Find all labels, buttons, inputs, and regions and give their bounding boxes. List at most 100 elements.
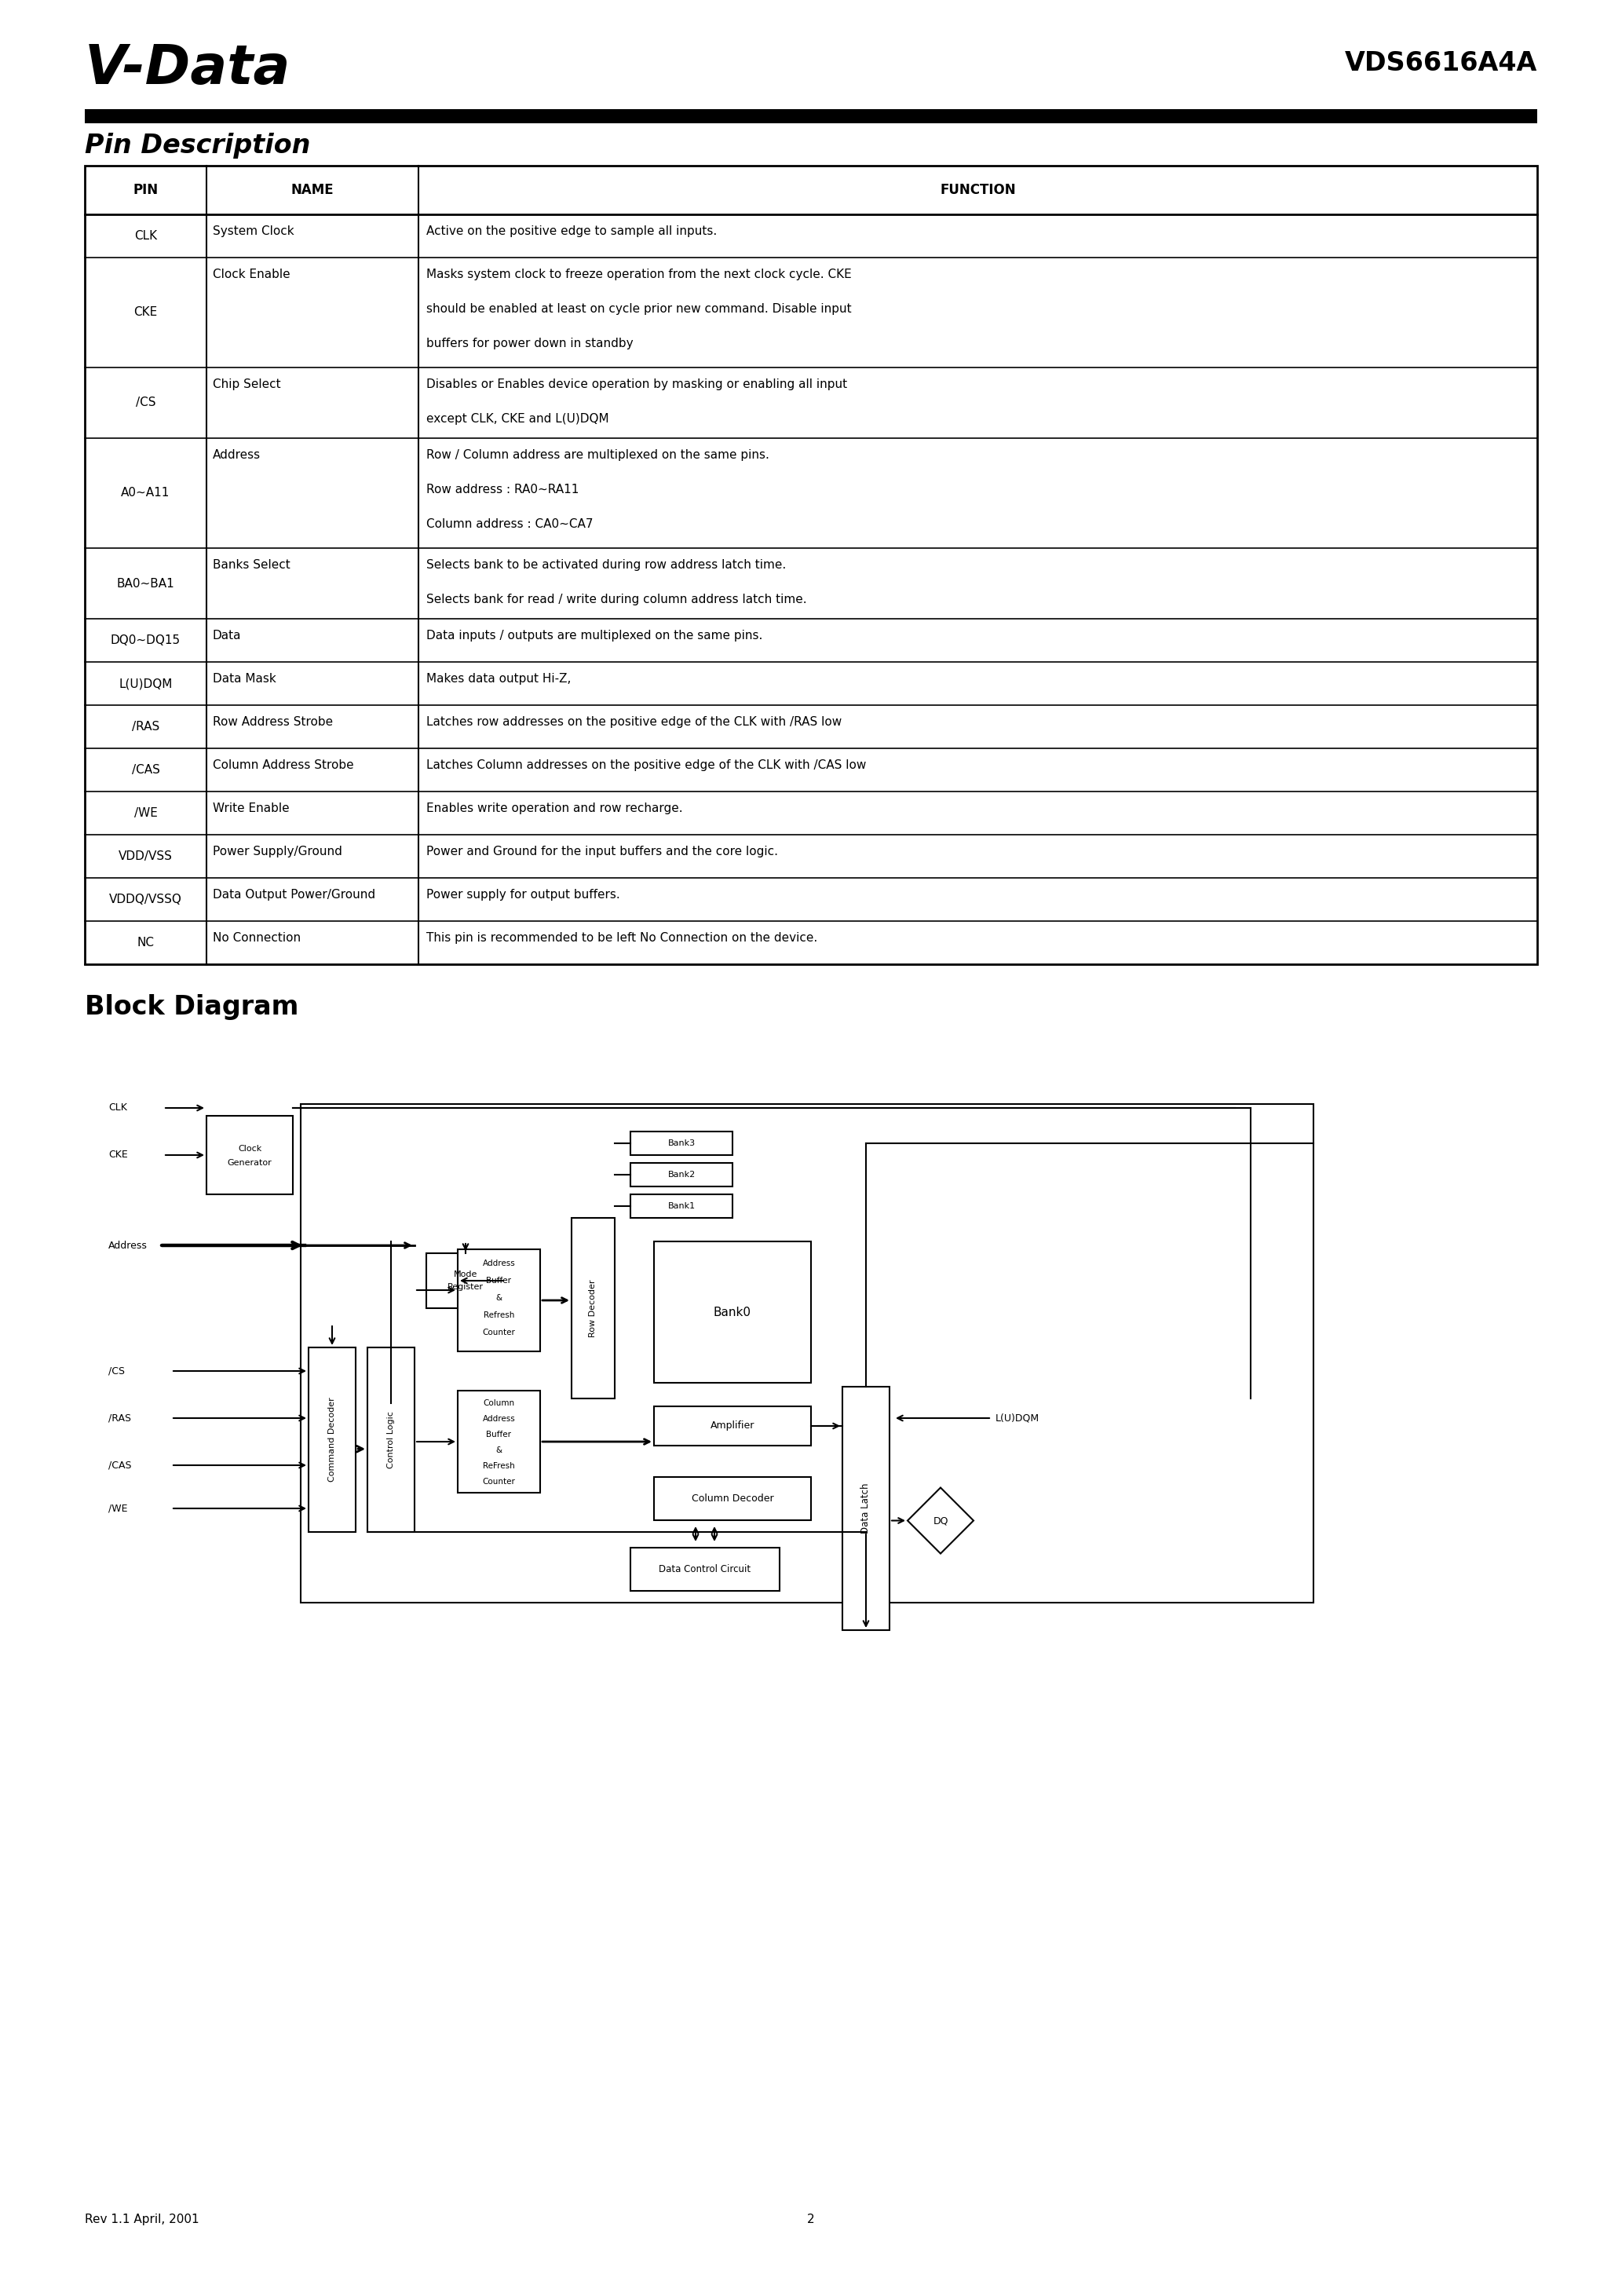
- Text: Makes data output Hi-Z,: Makes data output Hi-Z,: [427, 673, 571, 684]
- Text: Active on the positive edge to sample all inputs.: Active on the positive edge to sample al…: [427, 225, 717, 236]
- Bar: [206, 1116, 294, 1194]
- Bar: [427, 1254, 504, 1309]
- Bar: [631, 1162, 733, 1187]
- Text: L(U)DQM: L(U)DQM: [118, 677, 172, 689]
- Text: &: &: [496, 1446, 503, 1453]
- Text: Block Diagram: Block Diagram: [84, 994, 298, 1019]
- Bar: [631, 1548, 780, 1591]
- Text: Bank3: Bank3: [668, 1139, 696, 1148]
- Text: Data: Data: [212, 629, 242, 641]
- Bar: [654, 1476, 811, 1520]
- Bar: [457, 1249, 540, 1352]
- Bar: [571, 1217, 615, 1398]
- Text: /RAS: /RAS: [109, 1412, 131, 1424]
- Bar: [84, 110, 1538, 124]
- Text: /WE: /WE: [109, 1504, 128, 1513]
- Text: Power supply for output buffers.: Power supply for output buffers.: [427, 889, 620, 900]
- Text: should be enabled at least on cycle prior new command. Disable input: should be enabled at least on cycle prio…: [427, 303, 852, 315]
- Text: Column Address Strobe: Column Address Strobe: [212, 760, 354, 771]
- Text: Banks Select: Banks Select: [212, 560, 290, 572]
- Text: /RAS: /RAS: [131, 721, 159, 732]
- Text: Clock Enable: Clock Enable: [212, 269, 290, 280]
- Text: Column: Column: [483, 1398, 514, 1407]
- Text: /CS: /CS: [109, 1366, 125, 1375]
- Text: Data Control Circuit: Data Control Circuit: [659, 1564, 751, 1575]
- Text: except CLK, CKE and L(U)DQM: except CLK, CKE and L(U)DQM: [427, 413, 608, 425]
- Text: DQ: DQ: [933, 1515, 949, 1527]
- Text: Masks system clock to freeze operation from the next clock cycle. CKE: Masks system clock to freeze operation f…: [427, 269, 852, 280]
- Text: Selects bank for read / write during column address latch time.: Selects bank for read / write during col…: [427, 595, 806, 606]
- Text: Enables write operation and row recharge.: Enables write operation and row recharge…: [427, 804, 683, 815]
- Bar: [368, 1348, 415, 1531]
- Text: L(U)DQM: L(U)DQM: [996, 1412, 1040, 1424]
- Text: /CS: /CS: [136, 397, 156, 409]
- Text: NC: NC: [136, 937, 154, 948]
- Text: CKE: CKE: [133, 308, 157, 319]
- Text: Counter: Counter: [482, 1479, 516, 1486]
- Text: Data Mask: Data Mask: [212, 673, 276, 684]
- Text: Address: Address: [109, 1240, 148, 1251]
- Text: 2: 2: [808, 2213, 814, 2225]
- Text: Power Supply/Ground: Power Supply/Ground: [212, 845, 342, 856]
- Bar: [308, 1348, 355, 1531]
- Text: No Connection: No Connection: [212, 932, 300, 944]
- Text: DQ0~DQ15: DQ0~DQ15: [110, 634, 180, 645]
- Text: Power and Ground for the input buffers and the core logic.: Power and Ground for the input buffers a…: [427, 845, 779, 856]
- Text: Write Enable: Write Enable: [212, 804, 289, 815]
- Text: Column address : CA0~CA7: Column address : CA0~CA7: [427, 519, 594, 530]
- Text: Data inputs / outputs are multiplexed on the same pins.: Data inputs / outputs are multiplexed on…: [427, 629, 762, 641]
- Text: System Clock: System Clock: [212, 225, 294, 236]
- Text: /CAS: /CAS: [109, 1460, 131, 1469]
- Text: Generator: Generator: [227, 1159, 272, 1166]
- Text: CLK: CLK: [135, 230, 157, 241]
- Text: Data Output Power/Ground: Data Output Power/Ground: [212, 889, 375, 900]
- Bar: [300, 1104, 1314, 1603]
- Text: Bank0: Bank0: [714, 1306, 751, 1318]
- Text: &: &: [496, 1295, 503, 1302]
- Text: V-Data: V-Data: [84, 41, 290, 94]
- Text: VDDQ/VSSQ: VDDQ/VSSQ: [109, 893, 182, 905]
- Text: Chip Select: Chip Select: [212, 379, 281, 390]
- Bar: [842, 1387, 889, 1630]
- Text: Data Latch: Data Latch: [861, 1483, 871, 1534]
- Text: VDD/VSS: VDD/VSS: [118, 850, 172, 863]
- Text: Address: Address: [482, 1414, 516, 1424]
- Text: Row / Column address are multiplexed on the same pins.: Row / Column address are multiplexed on …: [427, 450, 769, 461]
- Text: CLK: CLK: [109, 1102, 127, 1114]
- Text: Amplifier: Amplifier: [710, 1421, 754, 1430]
- Bar: [654, 1242, 811, 1382]
- Text: Rev 1.1 April, 2001: Rev 1.1 April, 2001: [84, 2213, 200, 2225]
- Bar: [457, 1391, 540, 1492]
- Text: Pin Description: Pin Description: [84, 133, 310, 158]
- Text: A0~A11: A0~A11: [122, 487, 170, 498]
- Text: Address: Address: [212, 450, 261, 461]
- Bar: [631, 1132, 733, 1155]
- Text: Latches Column addresses on the positive edge of the CLK with /CAS low: Latches Column addresses on the positive…: [427, 760, 866, 771]
- Text: NAME: NAME: [290, 184, 334, 197]
- Text: Row Address Strobe: Row Address Strobe: [212, 716, 333, 728]
- Text: VDS6616A4A: VDS6616A4A: [1345, 51, 1538, 76]
- Text: Mode: Mode: [454, 1270, 477, 1279]
- Text: buffers for power down in standby: buffers for power down in standby: [427, 338, 633, 349]
- Text: /WE: /WE: [135, 808, 157, 820]
- Text: Latches row addresses on the positive edge of the CLK with /RAS low: Latches row addresses on the positive ed…: [427, 716, 842, 728]
- Text: PIN: PIN: [133, 184, 159, 197]
- Text: BA0~BA1: BA0~BA1: [117, 579, 175, 590]
- Text: Buffer: Buffer: [487, 1277, 511, 1286]
- Text: CKE: CKE: [109, 1150, 128, 1159]
- Text: This pin is recommended to be left No Connection on the device.: This pin is recommended to be left No Co…: [427, 932, 817, 944]
- Text: Control Logic: Control Logic: [388, 1412, 394, 1469]
- Bar: [631, 1194, 733, 1217]
- Text: Register: Register: [448, 1283, 483, 1290]
- Text: /CAS: /CAS: [131, 765, 159, 776]
- Text: Clock: Clock: [238, 1146, 261, 1153]
- Text: FUNCTION: FUNCTION: [939, 184, 1015, 197]
- Bar: [84, 165, 1538, 964]
- Text: Address: Address: [482, 1261, 516, 1267]
- Text: Counter: Counter: [482, 1329, 516, 1336]
- Text: Disables or Enables device operation by masking or enabling all input: Disables or Enables device operation by …: [427, 379, 847, 390]
- Text: Bank2: Bank2: [668, 1171, 696, 1178]
- Text: Column Decoder: Column Decoder: [691, 1492, 774, 1504]
- Text: Refresh: Refresh: [483, 1311, 514, 1320]
- Text: Command Decoder: Command Decoder: [328, 1398, 336, 1481]
